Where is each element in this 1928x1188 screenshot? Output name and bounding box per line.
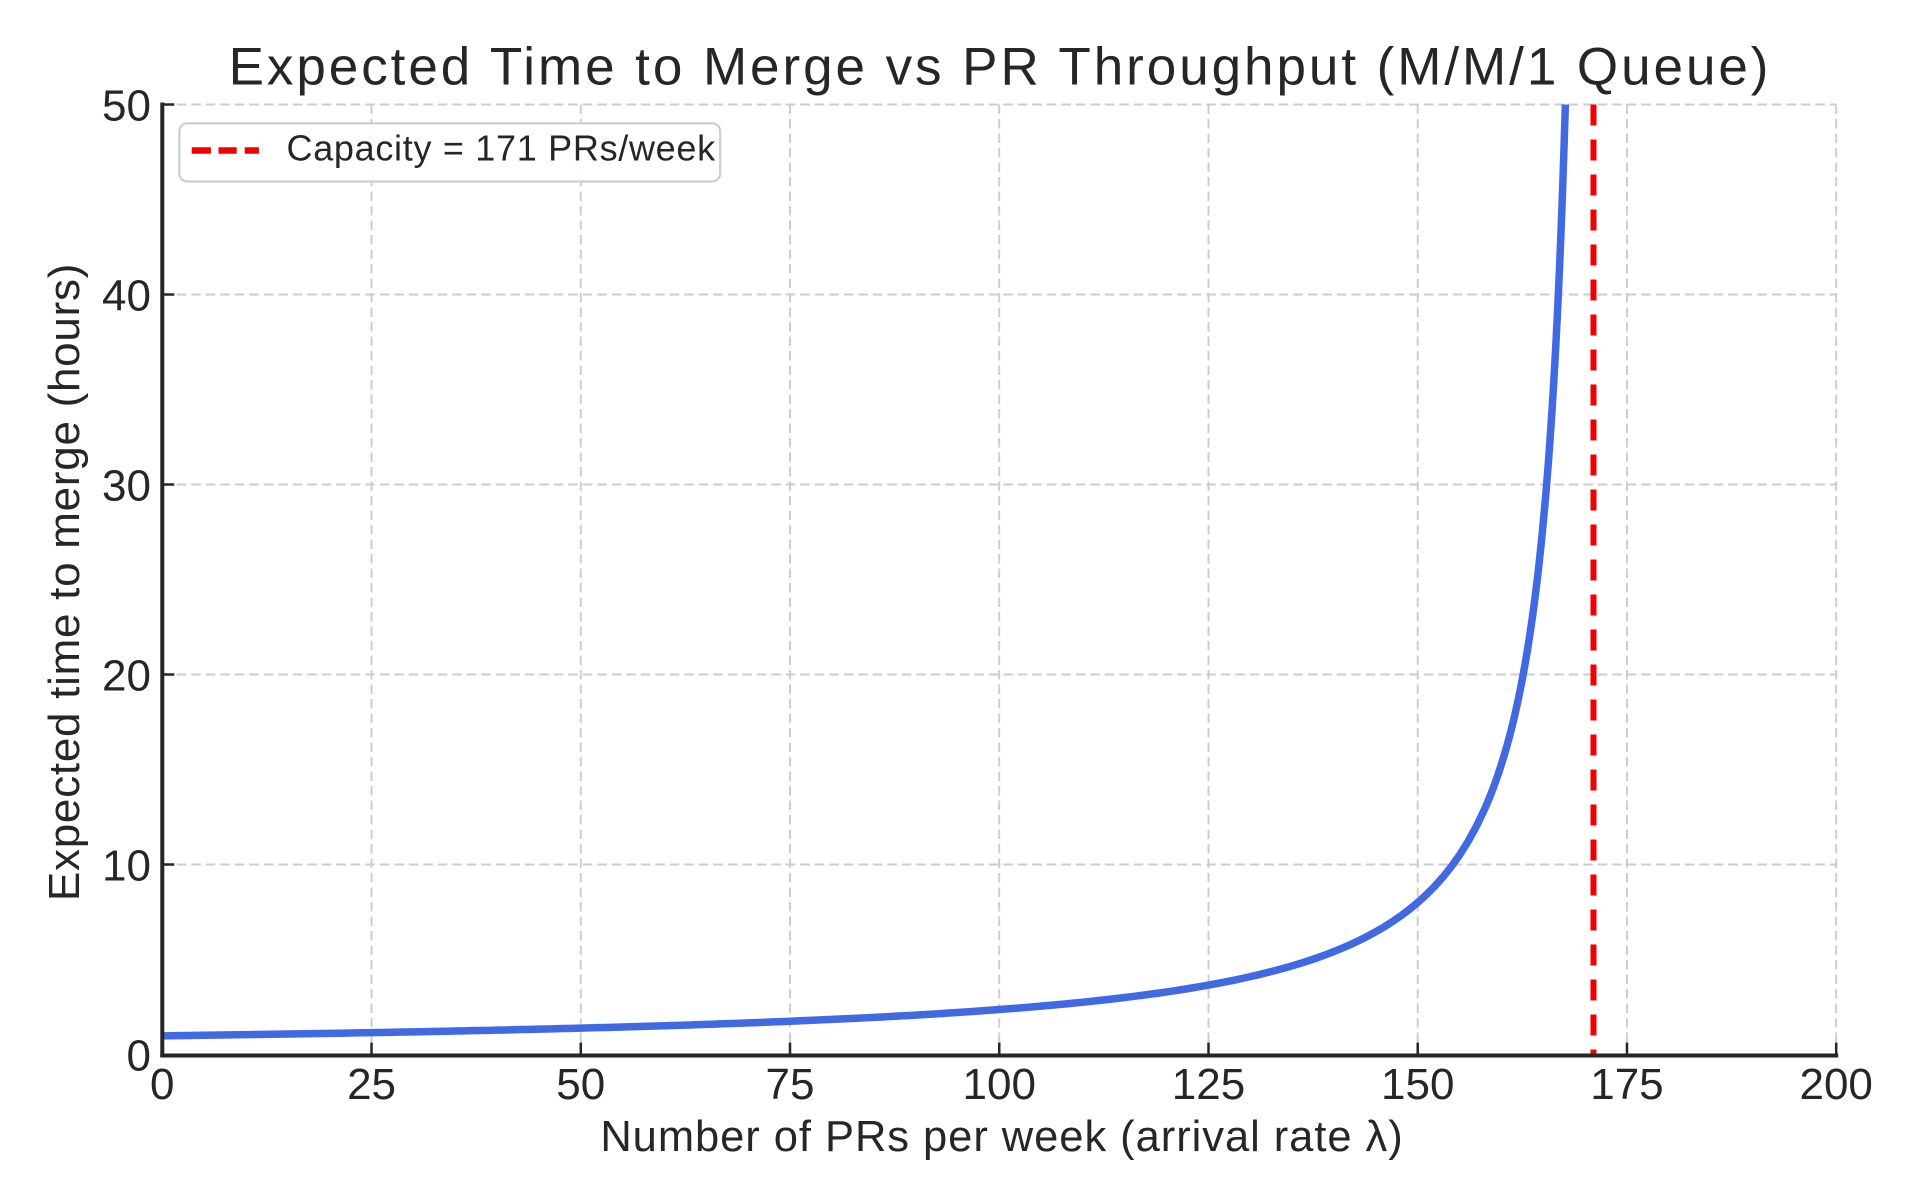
svg-text:25: 25 xyxy=(347,1060,396,1109)
svg-text:50: 50 xyxy=(102,82,151,131)
svg-text:100: 100 xyxy=(963,1060,1036,1109)
svg-text:Capacity = 171 PRs/week: Capacity = 171 PRs/week xyxy=(287,128,717,169)
svg-text:10: 10 xyxy=(102,842,151,891)
svg-text:40: 40 xyxy=(102,272,151,321)
svg-text:20: 20 xyxy=(102,652,151,701)
svg-text:0: 0 xyxy=(127,1032,151,1081)
svg-text:30: 30 xyxy=(102,462,151,511)
svg-text:125: 125 xyxy=(1172,1060,1245,1109)
svg-text:Expected Time to Merge vs PR T: Expected Time to Merge vs PR Throughput … xyxy=(229,38,1772,97)
svg-text:Expected time to merge (hours): Expected time to merge (hours) xyxy=(40,263,89,901)
svg-text:175: 175 xyxy=(1590,1060,1663,1109)
svg-text:200: 200 xyxy=(1799,1060,1872,1109)
svg-text:150: 150 xyxy=(1381,1060,1454,1109)
svg-text:50: 50 xyxy=(556,1060,605,1109)
svg-text:75: 75 xyxy=(766,1060,815,1109)
svg-text:Number of PRs per week (arriva: Number of PRs per week (arrival rate λ) xyxy=(600,1113,1403,1161)
svg-text:0: 0 xyxy=(150,1060,174,1109)
